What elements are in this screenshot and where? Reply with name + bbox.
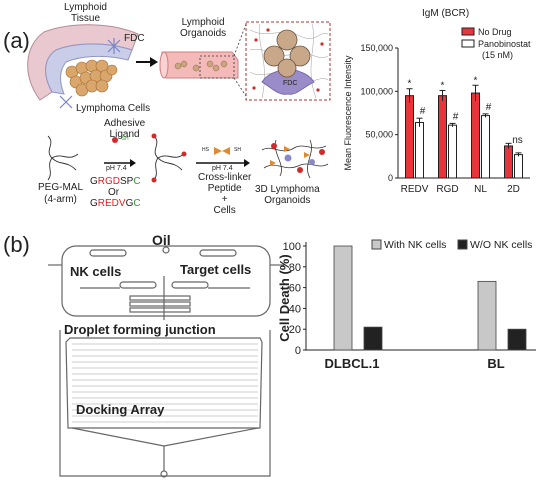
chart1-x-tick-label: RGD <box>436 184 458 195</box>
zoom-box <box>199 55 235 79</box>
hs-label: HS <box>202 147 209 153</box>
crosslinker-icon <box>214 147 230 155</box>
ph-label-1: pH 7.4 <box>106 165 127 172</box>
ph-label-2: pH 7.4 <box>212 165 233 172</box>
chart1-hash-mark: # <box>453 111 459 122</box>
chart1-legend-label: No Drug <box>478 27 512 37</box>
crosslinker-label: Cross-linker Peptide + Cells <box>198 172 252 216</box>
chart1-legend-label: Panobinostat <box>478 39 531 49</box>
chart2-bar <box>333 245 353 351</box>
fdc-star-icon <box>59 38 121 109</box>
chart2-bar <box>363 326 383 351</box>
chart2-y-tick-label: 40 <box>289 303 301 315</box>
target-cells-label: Target cells <box>180 262 252 277</box>
chart1-y-tick-label: 50,000 <box>365 130 393 140</box>
chart2-y-axis-label: Cell Death (%) <box>277 254 292 341</box>
chart1-title: IgM (BCR) <box>422 8 470 19</box>
chart1-legend-swatch <box>461 39 475 48</box>
oil-label: Oil <box>152 232 171 248</box>
chart2-bar <box>477 280 497 351</box>
organoid3d-label: 3D Lymphoma Organoids <box>255 184 320 206</box>
lymphoma-cell-cluster <box>65 59 118 97</box>
chart2-bar <box>507 328 527 351</box>
pegmal-label: PEG-MAL (4-arm) <box>38 182 84 205</box>
arrow-head-icon <box>150 57 158 67</box>
chart1-hash-mark: # <box>486 102 492 113</box>
fdc-inset-label: FDC <box>283 80 298 87</box>
chart1-significance-mark: * <box>408 79 412 90</box>
chart1-x-tick-label: REDV <box>401 184 429 195</box>
chart1-significance-mark: ns <box>512 135 523 146</box>
nk-cells-label: NK cells <box>70 264 122 279</box>
panel-b-label: (b) <box>3 232 30 257</box>
chart2-x-tick-label: DLBCL.1 <box>325 356 380 371</box>
droplet-junction-label: Droplet forming junction <box>64 322 216 337</box>
chart2-y-tick-label: 0 <box>295 345 301 357</box>
chart1-y-axis-label: Mean Fluorescence Intensity <box>343 55 353 171</box>
chart1-y-tick-label: 0 <box>388 173 393 183</box>
chart1-legend-swatch <box>461 27 475 36</box>
peptide-redv: GREDVGC <box>90 198 141 209</box>
adhesive-ligand-label: Adhesive Ligand <box>104 118 146 140</box>
chart1-significance-mark: * <box>474 75 478 86</box>
sh-small-label: -SH <box>120 136 129 142</box>
chart1-x-tick-label: NL <box>474 184 487 195</box>
chart1-significance-mark: * <box>441 80 445 91</box>
docking-array-label: Docking Array <box>76 402 165 417</box>
chart1-hash-mark: # <box>420 106 426 117</box>
chart2-y-tick-label: 20 <box>289 324 301 336</box>
chart2-legend-swatch <box>457 239 468 250</box>
chart2-legend-label: With NK cells <box>384 239 446 251</box>
chart2-y-tick-label: 80 <box>289 262 301 274</box>
inset-cells <box>263 29 311 78</box>
sh-label: SH <box>234 147 241 153</box>
organoid-dots <box>174 60 228 72</box>
peptide-rgd: GRGDSPC <box>90 176 141 187</box>
lymphoma-cells-label: Lymphoma Cells <box>76 103 151 114</box>
tissue-inner-layer <box>45 43 133 95</box>
docking-array-grid <box>72 343 258 423</box>
chart2-legend-label: W/O NK cells <box>470 239 532 251</box>
hydrogel-network-icon <box>261 139 329 179</box>
or-label: Or <box>108 187 120 198</box>
microfluidic-device <box>48 245 284 478</box>
organoid-label: Lymphoid Organoids <box>180 17 227 39</box>
peg-mal-icon <box>47 135 79 181</box>
chart1-y-tick-label: 150,000 <box>360 43 393 53</box>
fdc-label: FDC <box>124 33 145 44</box>
tissue-label: Lymphoid Tissue <box>64 2 107 24</box>
chart1-x-tick-label: 2D <box>507 184 520 195</box>
chart1-legend-label: (15 nM) <box>482 50 513 60</box>
chart2-y-tick-label: 100 <box>283 241 301 253</box>
panel-a-label: (a) <box>3 28 30 53</box>
chart2-y-tick-label: 60 <box>289 283 301 295</box>
chart2-legend-swatch <box>371 239 382 250</box>
chart1-y-tick-label: 100,000 <box>360 86 393 96</box>
chart2-x-tick-label: BL <box>487 356 504 371</box>
